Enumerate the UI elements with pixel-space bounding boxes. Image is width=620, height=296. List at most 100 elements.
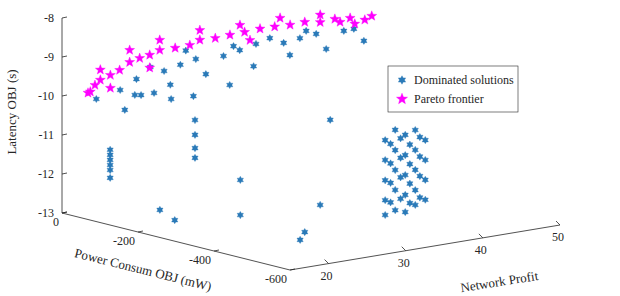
point: [138, 91, 144, 98]
point: [422, 136, 428, 143]
point: [151, 89, 157, 96]
point: [407, 180, 413, 187]
axes: [62, 17, 560, 270]
z-axis-title: Latency OBJ (s): [4, 69, 19, 154]
z-tick-label: -10: [38, 89, 54, 103]
point: [387, 199, 393, 206]
point: [397, 135, 403, 142]
z-tick: [62, 56, 67, 57]
point: [125, 45, 135, 54]
point: [172, 217, 178, 224]
point: [300, 17, 310, 26]
point: [135, 53, 145, 62]
point: [327, 116, 333, 123]
point: [105, 83, 115, 92]
point: [267, 35, 273, 42]
point: [422, 196, 428, 203]
point: [407, 141, 413, 148]
z-tick-label: -8: [44, 11, 54, 25]
point: [392, 186, 398, 193]
point: [317, 201, 323, 208]
point: [192, 131, 198, 138]
point: [412, 187, 418, 194]
point: [285, 20, 295, 29]
point: [237, 176, 243, 183]
point: [313, 30, 319, 37]
point: [392, 207, 398, 214]
point: [145, 63, 155, 72]
x-tick-label: 20: [321, 269, 333, 283]
y-axis-title: Power Consum OBJ (mW): [73, 245, 213, 294]
point: [253, 40, 259, 47]
x-tick: [402, 247, 406, 251]
point: [93, 95, 99, 102]
point: [190, 93, 196, 100]
point: [95, 65, 105, 74]
point: [133, 75, 139, 82]
point: [417, 133, 423, 140]
point: [412, 126, 418, 133]
point: [297, 236, 303, 243]
data: [83, 10, 428, 244]
point: [107, 166, 113, 173]
point: [195, 35, 205, 44]
point: [95, 75, 105, 84]
point: [360, 15, 370, 24]
point: [382, 211, 388, 218]
point: [297, 35, 303, 42]
point: [192, 116, 198, 123]
x-tick: [479, 234, 483, 238]
legend-marker: [396, 93, 407, 103]
x-tick: [556, 221, 560, 225]
y-tick-label: -600: [265, 272, 287, 286]
point: [83, 88, 93, 97]
y-tick: [290, 269, 295, 270]
point: [407, 161, 413, 168]
x-tick: [325, 260, 329, 264]
legend-box: [388, 66, 518, 112]
point: [382, 156, 388, 163]
point: [132, 91, 138, 98]
point: [227, 81, 233, 88]
z-tick-label: -11: [38, 128, 54, 142]
point: [387, 179, 393, 186]
point: [397, 154, 403, 161]
z-tick: [62, 173, 67, 174]
point: [407, 200, 413, 207]
y-tick: [62, 212, 67, 213]
point: [105, 70, 115, 79]
legend: Dominated solutionsPareto frontier: [388, 66, 518, 112]
point: [350, 19, 360, 28]
point: [345, 13, 355, 22]
point: [230, 43, 236, 50]
point: [255, 24, 265, 33]
point: [161, 67, 167, 74]
point: [341, 27, 347, 34]
point: [323, 45, 329, 52]
point: [382, 177, 388, 184]
x-tick-label: 40: [475, 243, 487, 257]
legend-label: Pareto frontier: [414, 92, 484, 106]
chart: -13-12-11-10-9-8-600-400-200020304050Lat…: [0, 0, 620, 296]
z-tick: [62, 17, 67, 18]
point: [155, 45, 165, 54]
point: [170, 43, 180, 52]
x-axis-title: Network Profit: [459, 268, 539, 295]
x-axis-line: [290, 225, 560, 270]
z-tick-label: -9: [44, 50, 54, 64]
point: [417, 194, 423, 201]
y-tick: [214, 250, 219, 251]
point: [302, 228, 308, 235]
point: [195, 25, 205, 34]
point: [220, 52, 226, 59]
point: [155, 35, 165, 44]
z-axis-line: [62, 18, 63, 213]
point: [167, 81, 173, 88]
point: [275, 13, 285, 22]
x-tick-label: 50: [552, 230, 564, 244]
z-tick-label: -13: [38, 206, 54, 220]
point: [117, 86, 123, 93]
point: [402, 152, 408, 159]
point: [203, 71, 209, 78]
point: [177, 61, 183, 68]
